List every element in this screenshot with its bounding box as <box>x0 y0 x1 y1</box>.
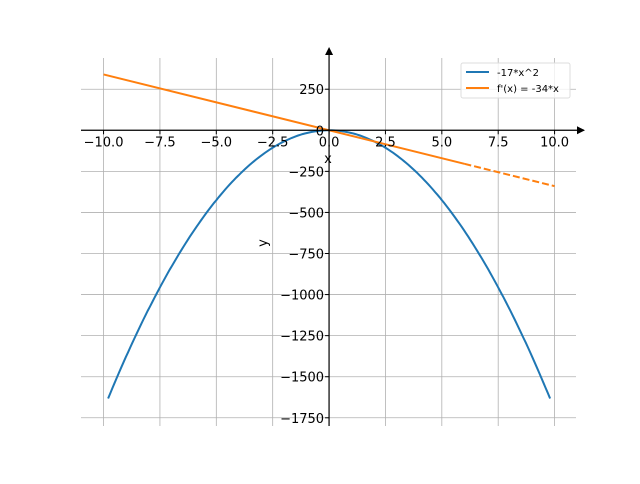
x-tick-label: 2.5 <box>375 135 396 150</box>
legend-label-0: -17*x^2 <box>497 68 539 79</box>
x-tick-label: 5.0 <box>431 135 452 150</box>
x-tick-label: 10.0 <box>540 135 569 150</box>
x-tick-label: 7.5 <box>488 135 509 150</box>
series-tangent-line <box>103 73 465 165</box>
x-axis-label: x <box>324 152 332 167</box>
y-tick-label: 0 <box>316 124 324 139</box>
y-tick-label: −1250 <box>280 330 324 345</box>
y-tick-label: −250 <box>288 165 324 180</box>
x-axis-arrow-icon <box>577 126 585 135</box>
legend-label-1: f'(x) = -34*x <box>497 84 559 95</box>
legend: -17*x^2 f'(x) = -34*x <box>460 62 571 99</box>
y-tick-label: −500 <box>288 206 324 221</box>
x-tick-label: −7.5 <box>144 135 176 150</box>
series-tangent-dashed <box>464 162 555 188</box>
x-tick-label: −2.5 <box>257 135 289 150</box>
y-tick-label: −750 <box>288 248 324 263</box>
x-tick-label: 0.0 <box>319 135 340 150</box>
y-axis-label: y <box>256 239 271 247</box>
y-tick-label: 250 <box>299 83 324 98</box>
x-tick-label: −10.0 <box>84 135 124 150</box>
y-axis-arrow-icon <box>325 47 334 55</box>
y-tick-label: −1000 <box>280 289 324 304</box>
axes <box>81 47 585 426</box>
x-tick-label: −5.0 <box>201 135 233 150</box>
y-tick-label: −1500 <box>280 371 324 386</box>
y-tick-label: −1750 <box>280 412 324 427</box>
ticks: −10.0 −7.5 −5.0 −2.5 0.0 2.5 5.0 7.5 10.0 250 0 −25… <box>84 83 569 427</box>
